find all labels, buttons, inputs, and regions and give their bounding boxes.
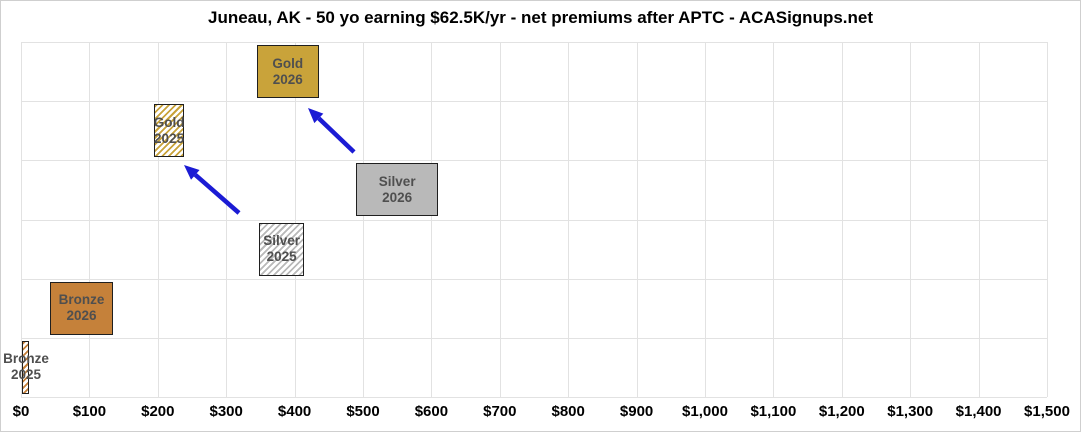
gridline-horizontal — [21, 337, 1047, 339]
plan-year-label: 2026 — [66, 308, 97, 324]
x-axis-tick-label: $700 — [483, 403, 517, 420]
x-axis-tick-label: $300 — [209, 403, 243, 420]
x-axis-tick-label: $1,000 — [682, 403, 728, 420]
plan-metal-label: Silver — [378, 173, 416, 189]
gridline-horizontal — [21, 397, 1047, 398]
plan-box-gold-2025 — [154, 104, 184, 158]
plan-box-label-silver-2026: Silver 2026 — [379, 174, 416, 206]
x-axis-tick-label: $1,500 — [1024, 403, 1070, 420]
plan-box-bronze-2026 — [49, 281, 114, 335]
plan-year-label: 2026 — [382, 189, 413, 205]
gridline-horizontal — [21, 278, 1047, 280]
plan-box-label-gold-2025: Gold 2025 — [154, 115, 185, 147]
gridline-horizontal — [21, 42, 1047, 43]
x-axis-tick-label: $1,400 — [955, 403, 1002, 420]
plan-metal-label: Gold — [153, 114, 185, 130]
x-axis-tick-label: $800 — [551, 403, 585, 420]
x-axis-tick-label: $600 — [414, 403, 449, 420]
plan-metal-label: Silver — [263, 233, 300, 249]
plan-box-label-bronze-2025: Bronze 2025 — [3, 351, 49, 383]
plan-metal-label: Bronze — [3, 351, 49, 367]
x-axis-tick-label: $100 — [72, 403, 107, 420]
x-axis-tick-label: $1,200 — [818, 403, 865, 420]
plan-box-label-gold-2026: Gold 2026 — [272, 56, 303, 88]
arrow-silver-2025-to-gold-2025 — [184, 165, 241, 215]
gridline-horizontal — [21, 219, 1047, 221]
x-axis-tick-label: $200 — [141, 403, 175, 420]
x-axis-tick-label: $400 — [277, 403, 312, 420]
x-axis-tick-label: $1,100 — [750, 403, 797, 420]
plan-metal-label: Gold — [272, 55, 304, 71]
x-axis-tick-label: $500 — [346, 403, 380, 420]
plan-box-silver-2026 — [356, 163, 439, 217]
gridline-horizontal — [21, 160, 1047, 162]
plan-box-label-bronze-2026: Bronze 2026 — [59, 292, 105, 324]
plan-box-label-silver-2025: Silver 2025 — [263, 233, 300, 265]
arrow-silver-2026-to-gold-2026 — [308, 108, 356, 154]
gridline-vertical — [1047, 42, 1048, 397]
x-axis-tick-label: $0 — [12, 403, 30, 420]
plan-box-gold-2026 — [256, 45, 319, 99]
x-axis-tick-label: $1,300 — [887, 403, 934, 420]
plan-metal-label: Bronze — [58, 292, 105, 308]
plan-box-bronze-2025 — [22, 340, 29, 394]
plan-year-label: 2026 — [272, 71, 303, 87]
plan-year-label: 2025 — [10, 367, 42, 383]
plan-box-silver-2025 — [259, 222, 305, 276]
x-axis-tick-label: $900 — [619, 403, 654, 420]
plan-year-label: 2025 — [266, 249, 297, 265]
plan-year-label: 2025 — [154, 130, 185, 146]
chart-title: Juneau, AK - 50 yo earning $62.5K/yr - n… — [207, 8, 874, 27]
gridline-horizontal — [21, 101, 1047, 103]
